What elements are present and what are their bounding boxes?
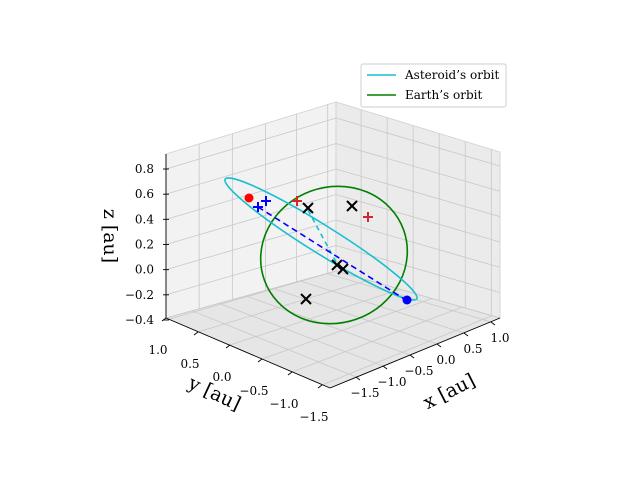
x-marker	[300, 293, 312, 305]
y-tick-mark	[287, 371, 293, 376]
legend-label-earth: Earth’s orbit	[405, 88, 482, 102]
x-floor-gridline	[245, 295, 411, 356]
blue-plus-marker	[253, 202, 263, 212]
y-tick-mark	[317, 384, 323, 389]
x-axis-line	[329, 317, 501, 389]
red-plus-marker	[292, 196, 302, 206]
axes-panes	[164, 101, 502, 389]
orbit-markers	[244, 193, 412, 305]
z-tick-label: 0.0	[135, 263, 154, 277]
legend: Asteroid’s orbit Earth’s orbit	[360, 63, 507, 108]
x-marker	[302, 202, 314, 214]
legend-box	[360, 63, 507, 108]
y-tick-label: −0.5	[239, 384, 268, 398]
y-tick-mark	[225, 344, 231, 349]
y-tick-mark	[161, 317, 167, 322]
x-tick-mark	[382, 365, 388, 370]
x-marker	[346, 200, 358, 212]
z-gridline	[165, 245, 501, 296]
x-tick-label: 0.5	[463, 342, 482, 356]
axis-ticks: 0.80.60.40.20.0−0.2−0.4−1.5−1.0−0.50.00.…	[125, 162, 510, 424]
z-tick-label: 0.8	[135, 162, 154, 176]
y-tick-label: 0.0	[212, 370, 231, 384]
z-tick-label: −0.4	[125, 313, 155, 327]
x-floor-gridline	[299, 280, 465, 334]
x-tick-label: −1.0	[377, 375, 406, 389]
y-tick-label: −1.5	[299, 410, 328, 424]
red-plus-marker	[363, 212, 373, 222]
y-tick-mark	[193, 331, 199, 336]
y-floor-gridline	[261, 298, 433, 360]
x-tick-label: −1.5	[350, 386, 379, 400]
y-floor-gridline	[165, 270, 337, 319]
x-floor-gridline	[272, 288, 438, 345]
y-tick-label: 1.0	[148, 343, 167, 357]
x-tick-mark	[355, 376, 361, 381]
z-tick-label: 0.2	[135, 238, 154, 252]
legend-label-asteroid: Asteroid’s orbit	[404, 68, 499, 82]
blue-plus-marker	[261, 196, 271, 206]
y-floor-gridline	[229, 288, 401, 346]
z-axis-label: z [au]	[99, 209, 121, 263]
asteroid-dashed-segment	[307, 209, 337, 263]
x-tick-label: 0.0	[436, 353, 455, 367]
z-gridline	[165, 219, 501, 271]
y-tick-label: 0.5	[180, 357, 199, 371]
z-gridline	[165, 117, 501, 170]
y-tick-label: −1.0	[269, 397, 298, 411]
x-tick-mark	[436, 343, 442, 348]
x-tick-label: −0.5	[404, 364, 433, 378]
x-floor-gridline	[191, 310, 357, 378]
z-tick-label: 0.6	[135, 187, 154, 201]
y-axis-line	[165, 317, 331, 389]
z-gridline	[165, 194, 501, 245]
transfer-dashed-line	[257, 206, 407, 301]
grid-lines	[165, 104, 501, 386]
x-floor-gridline	[218, 302, 384, 367]
z-tick-label: 0.4	[135, 212, 154, 226]
y-tick-mark	[257, 358, 263, 363]
z-tick-label: −0.2	[125, 288, 154, 302]
x-tick-mark	[463, 332, 469, 337]
earth-orbit-line	[259, 185, 409, 325]
y-floor-gridline	[197, 279, 369, 333]
asteroid-orbit-line	[224, 177, 418, 301]
y-floor-gridline	[321, 315, 493, 386]
x-tick-mark	[490, 321, 496, 326]
z-gridline	[165, 143, 501, 195]
x-tick-mark	[409, 354, 415, 359]
z-gridline	[165, 168, 501, 220]
axis-lines	[165, 154, 501, 389]
red-dot-marker	[244, 193, 254, 203]
x-marker	[337, 263, 349, 275]
blue-dot-marker	[402, 295, 412, 305]
y-floor-gridline	[291, 306, 463, 373]
x-tick-label: 1.0	[490, 331, 509, 345]
x-marker	[331, 259, 343, 271]
